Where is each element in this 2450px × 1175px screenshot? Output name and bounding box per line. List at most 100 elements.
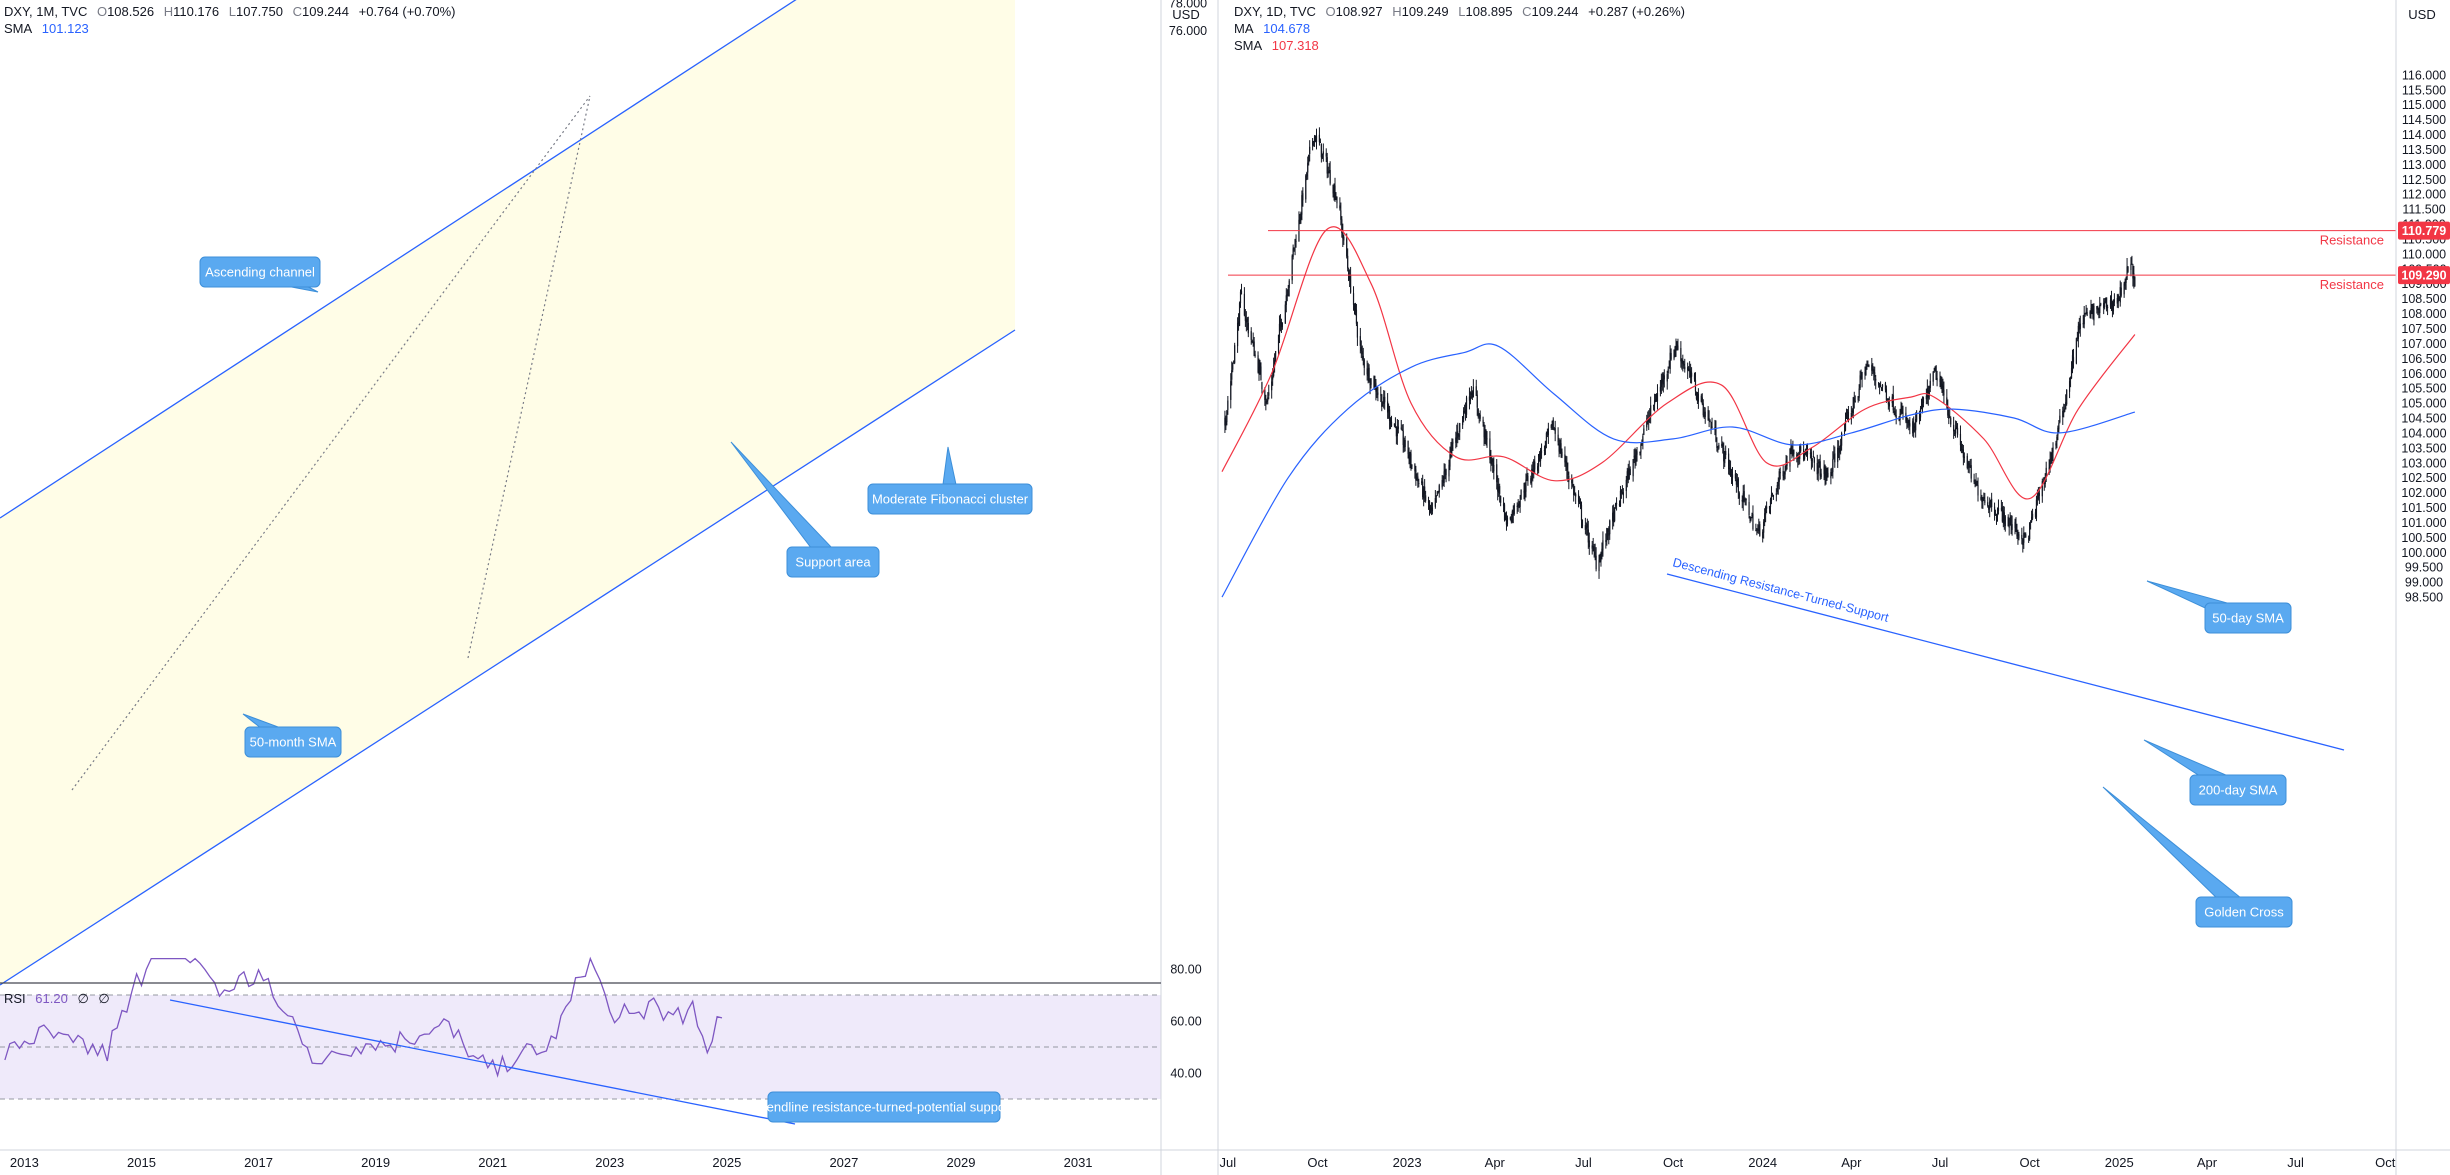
rsi-line[interactable]: [4, 956, 723, 1078]
daily-candle: [2084, 312, 2086, 317]
daily-candle: [1352, 286, 1355, 311]
rsi-legend[interactable]: RSI 61.20 ∅ ∅: [4, 990, 110, 1007]
descending-trendline[interactable]: [1666, 573, 2345, 751]
daily-candle: [1652, 404, 1655, 411]
left-time-tick: 2017: [244, 1155, 273, 1170]
right-legend-row-2[interactable]: MA 104.678: [1234, 20, 1685, 37]
daily-candle: [1395, 426, 1397, 445]
daily-candle: [1404, 435, 1406, 452]
right-low-value: 108.895: [1465, 4, 1513, 19]
left-symbol[interactable]: DXY, 1M, TVC: [4, 4, 88, 19]
daily-candle: [1396, 419, 1398, 445]
callout-200-day-sma[interactable]: 200-day SMA: [2143, 739, 2287, 806]
daily-candle: [1510, 513, 1512, 524]
right-price-tick: 115.000: [2402, 98, 2446, 112]
fibonacci-dotted-line-2[interactable]: [467, 95, 591, 659]
daily-candle: [1462, 416, 1464, 429]
daily-candle: [2000, 499, 2002, 512]
daily-candle: [1613, 504, 1615, 527]
daily-candle: [1298, 211, 1300, 242]
right-ma-label: MA: [1234, 21, 1254, 36]
callout-50-month-sma[interactable]: 50-month SMA: [242, 713, 342, 758]
daily-candle: [1973, 473, 1975, 485]
left-legend-row-2[interactable]: SMA 101.123: [4, 20, 455, 37]
right-currency-label[interactable]: USD: [2408, 7, 2435, 22]
daily-candle: [2065, 394, 2067, 410]
daily-candle: [1567, 462, 1569, 483]
resistance-price-tag-2[interactable]: 109.290: [2398, 266, 2450, 285]
daily-candle: [1606, 527, 1608, 546]
daily-candle: [1579, 498, 1582, 510]
daily-candle: [1253, 336, 1255, 357]
daily-candle: [1517, 499, 1519, 512]
daily-candle: [1688, 366, 1690, 372]
daily-candle: [1608, 526, 1610, 545]
daily-candle: [1677, 338, 1679, 351]
daily-candle: [1694, 372, 1697, 396]
left-monthly-chart[interactable]: ResistanceSupport61.80% (98.73) Ascendin…: [0, 0, 1217, 1170]
daily-candle: [1422, 474, 1424, 500]
daily-candle: [1881, 384, 1884, 392]
rsi-trendline[interactable]: [169, 999, 796, 1125]
daily-candle: [1336, 196, 1338, 209]
sma-200-day-line[interactable]: [1221, 343, 2136, 598]
daily-candle: [2071, 349, 2074, 374]
right-time-tick: 2025: [2105, 1155, 2134, 1170]
right-symbol[interactable]: DXY, 1D, TVC: [1234, 4, 1316, 19]
daily-candle: [1955, 421, 1958, 430]
right-daily-chart[interactable]: Resistance Resistance Descending Resistanc…: [1220, 7, 2450, 1170]
daily-candle: [1832, 451, 1834, 479]
callout-support-area[interactable]: Support area: [730, 441, 880, 578]
daily-candle: [1450, 441, 1452, 459]
daily-candle: [1342, 223, 1344, 247]
ascending-channel-upper[interactable]: [0, 0, 800, 519]
right-price-tick: 101.000: [2401, 516, 2446, 530]
callout-50-day-sma[interactable]: 50-day SMA: [2146, 580, 2292, 634]
callout-ascending-channel[interactable]: Ascending channel: [199, 256, 321, 293]
callout-trendline-support[interactable]: Trendline resistance-turned-potential su…: [755, 1091, 1014, 1123]
daily-candle: [1673, 349, 1675, 361]
daily-candle: [1921, 396, 1924, 414]
daily-candle: [1377, 386, 1379, 402]
left-time-tick: 2029: [947, 1155, 976, 1170]
daily-candle: [1581, 519, 1584, 529]
daily-candle: [1308, 154, 1310, 166]
daily-candle: [1811, 457, 1813, 468]
daily-candle: [1435, 495, 1437, 503]
left-high-value: 110.176: [173, 4, 220, 19]
daily-candle: [1355, 303, 1358, 327]
daily-candle: [1797, 453, 1799, 468]
right-price-tick: 100.000: [2401, 546, 2446, 560]
fibonacci-dotted-line-1[interactable]: [71, 95, 591, 791]
daily-candle: [1629, 466, 1631, 476]
callout-golden-cross[interactable]: Golden Cross: [2102, 786, 2293, 928]
sma-50-day-line[interactable]: [1221, 226, 2136, 500]
daily-candle: [1853, 391, 1855, 409]
daily-candle: [1830, 468, 1832, 485]
daily-candle: [1245, 311, 1247, 332]
right-price-tick: 102.500: [2401, 471, 2446, 485]
daily-candle: [1841, 431, 1843, 451]
resistance-price-tag-1[interactable]: 110.779: [2398, 221, 2450, 240]
daily-candle: [2003, 506, 2005, 530]
daily-candle: [1837, 440, 1839, 468]
daily-candle: [1843, 422, 1846, 436]
daily-candle: [1681, 358, 1683, 370]
left-currency-label[interactable]: USD: [1172, 7, 1199, 22]
daily-candles: [1224, 127, 2136, 579]
daily-candle: [2043, 476, 2045, 491]
left-time-tick: 2027: [829, 1155, 858, 1170]
daily-candle: [2078, 317, 2080, 334]
daily-candle: [2066, 389, 2068, 406]
daily-candle: [1313, 134, 1316, 147]
daily-candle: [1776, 481, 1778, 495]
daily-candle: [1614, 502, 1617, 509]
daily-candle: [1240, 283, 1243, 295]
right-legend-row-3[interactable]: SMA 107.318: [1234, 37, 1685, 54]
ascending-channel-lower[interactable]: [0, 329, 1016, 986]
callout-50-month-sma-text: 50-month SMA: [250, 735, 337, 750]
daily-candle: [1704, 407, 1706, 424]
callout-moderate-fibonacci-cluster[interactable]: Moderate Fibonacci cluster: [867, 446, 1033, 515]
daily-candle: [1769, 497, 1772, 515]
